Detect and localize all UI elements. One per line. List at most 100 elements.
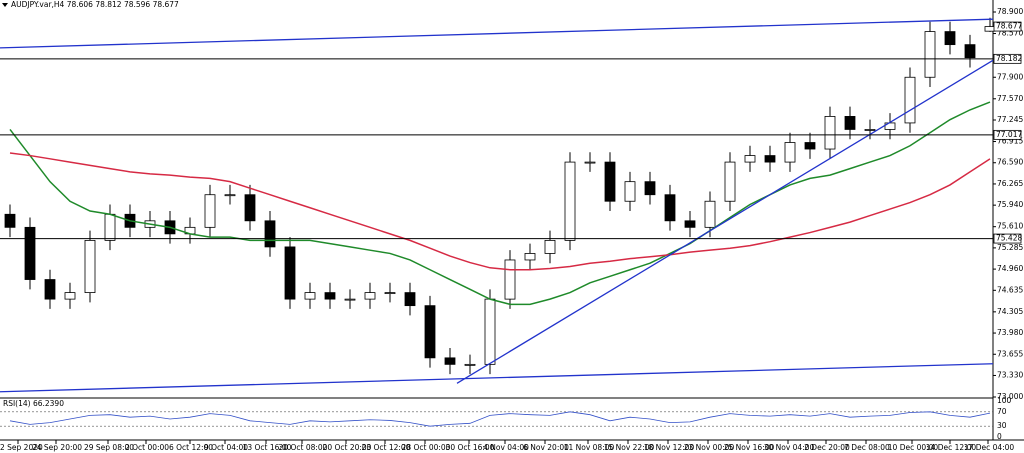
rsi-line xyxy=(9,411,991,427)
x-tick-label: 29 Sep 08:00 xyxy=(84,443,134,452)
x-tick-label: 22 Sep 2020 xyxy=(0,443,43,452)
candle-body xyxy=(244,194,256,222)
y-tick-label: 75.940 xyxy=(997,200,1023,209)
y-tick-label: 73.000 xyxy=(997,392,1023,401)
candle-body xyxy=(204,194,216,228)
candle-body xyxy=(424,305,436,359)
level-label: 78.182 xyxy=(996,54,1022,63)
y-tick-label: 77.570 xyxy=(997,94,1023,103)
candle-body xyxy=(724,161,736,202)
rsi-tick-label: 0 xyxy=(997,432,1002,441)
x-tick-label: 6 Oct 12:00 xyxy=(169,443,213,452)
candle-body xyxy=(784,142,796,163)
moving-average xyxy=(9,152,991,271)
level-box xyxy=(993,233,1022,244)
y-tick-label: 76.590 xyxy=(997,158,1023,167)
x-tick-label: 30 Oct 16:00 xyxy=(446,443,495,452)
rsi-tick-label: 100 xyxy=(997,396,1012,405)
rsi-tick-label: 30 xyxy=(997,421,1007,430)
candle-body xyxy=(464,363,476,366)
x-tick-label: 23 Oct 12:00 xyxy=(362,443,411,452)
y-tick-label: 73.330 xyxy=(997,370,1023,379)
level-box xyxy=(993,53,1022,64)
chart-title: AUDJPY.var,H4 78.606 78.812 78.596 78.67… xyxy=(11,0,179,9)
candle-body xyxy=(344,298,356,301)
candle-body xyxy=(664,194,676,222)
candle-body xyxy=(364,292,376,300)
candle-body xyxy=(644,181,656,196)
x-tick-label: 11 Nov 08:00 xyxy=(564,443,615,452)
candle-body xyxy=(684,220,696,228)
last-price-label: 78.677 xyxy=(996,22,1022,31)
candle-body xyxy=(504,259,516,300)
y-tick-label: 74.960 xyxy=(997,264,1023,273)
candle-body xyxy=(804,142,816,150)
x-tick-label: 17 Dec 04:00 xyxy=(964,443,1015,452)
candle-body xyxy=(824,116,836,150)
candle-body xyxy=(484,298,496,365)
x-tick-label: 9 Oct 04:00 xyxy=(204,443,248,452)
x-tick-label: 23 Nov 00:00 xyxy=(684,443,735,452)
candle-body xyxy=(524,253,536,261)
y-tick-label: 74.305 xyxy=(997,307,1023,316)
x-tick-label: 30 Nov 04:00 xyxy=(764,443,815,452)
x-tick-label: 2 Dec 20:00 xyxy=(804,443,850,452)
level-label: 77.017 xyxy=(996,130,1022,139)
x-tick-label: 24 Sep 20:00 xyxy=(32,443,82,452)
y-tick-label: 75.285 xyxy=(997,243,1023,252)
candle-body xyxy=(624,181,636,202)
y-tick-label: 77.245 xyxy=(997,115,1023,124)
candle-body xyxy=(904,76,916,124)
candle-body xyxy=(944,31,956,46)
trendline xyxy=(456,59,994,384)
level-box xyxy=(993,129,1022,140)
candle-body xyxy=(284,246,296,300)
candle-body xyxy=(384,292,396,294)
x-tick-label: 6 Nov 20:00 xyxy=(523,443,569,452)
y-tick-label: 73.655 xyxy=(997,349,1023,358)
x-tick-label: 14 Dec 12:00 xyxy=(926,443,977,452)
candle-body xyxy=(704,200,716,228)
moving-average xyxy=(9,101,991,306)
y-tick-label: 76.915 xyxy=(997,137,1023,146)
candle-body xyxy=(84,239,96,293)
candle-body xyxy=(404,292,416,307)
candle-body xyxy=(24,226,36,280)
candle-body xyxy=(64,292,76,300)
rsi-tick-label: 70 xyxy=(997,407,1007,416)
x-tick-label: 15 Nov 22:00 xyxy=(604,443,655,452)
candle-body xyxy=(324,292,336,300)
menu-arrow[interactable] xyxy=(2,3,8,7)
candle-body xyxy=(764,155,776,163)
candle-body xyxy=(544,239,556,254)
y-tick-label: 78.900 xyxy=(997,7,1023,16)
candle-body xyxy=(104,213,116,241)
x-tick-label: 28 Oct 00:00 xyxy=(402,443,451,452)
candle-body xyxy=(264,220,276,248)
candle-body xyxy=(584,161,596,164)
x-tick-label: 10 Dec 00:00 xyxy=(888,443,939,452)
y-tick-label: 78.570 xyxy=(997,29,1023,38)
x-tick-label: 25 Nov 16:00 xyxy=(724,443,775,452)
candle-body xyxy=(924,31,936,78)
y-tick-label: 75.610 xyxy=(997,222,1023,231)
candle-body xyxy=(844,116,856,130)
x-tick-label: 20 Oct 08:00 xyxy=(279,443,328,452)
level-label: 75.428 xyxy=(996,234,1022,243)
candle-body xyxy=(304,292,316,300)
x-tick-label: 13 Oct 16:00 xyxy=(243,443,292,452)
candle-body xyxy=(444,357,456,365)
y-tick-label: 73.980 xyxy=(997,328,1023,337)
rsi-title: RSI(14) 66.2390 xyxy=(3,399,64,408)
candle-body xyxy=(744,155,756,163)
candle-body xyxy=(964,44,976,59)
candle-body xyxy=(604,161,616,202)
candle-body xyxy=(984,26,996,32)
x-tick-label: 4 Nov 04:00 xyxy=(483,443,529,452)
candle-body xyxy=(44,279,56,300)
last-price-box xyxy=(993,21,1022,32)
candle-body xyxy=(224,194,236,197)
trendline xyxy=(0,363,994,393)
x-tick-label: 7 Dec 08:00 xyxy=(844,443,890,452)
